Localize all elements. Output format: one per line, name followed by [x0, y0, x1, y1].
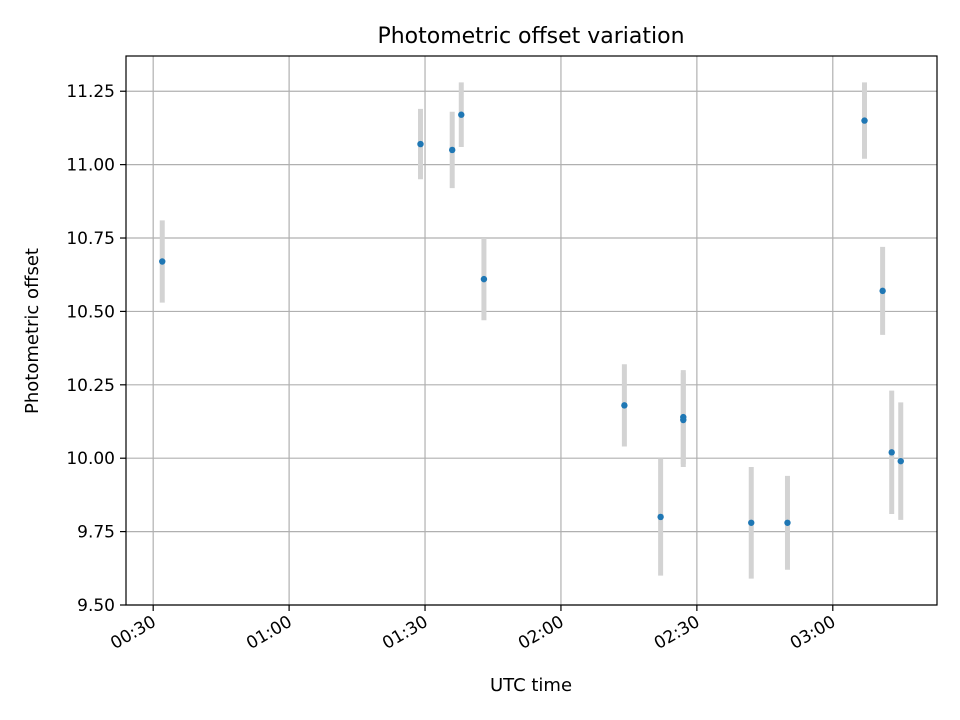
data-point: [159, 258, 166, 265]
data-points: [159, 111, 904, 526]
y-tick-label: 10.75: [66, 229, 115, 249]
data-point: [861, 117, 868, 124]
x-axis-label: UTC time: [490, 675, 572, 696]
data-point: [417, 140, 424, 148]
data-point: [748, 519, 755, 526]
data-point: [621, 402, 628, 409]
y-tick-label: 10.50: [66, 302, 115, 322]
y-tick-label: 9.75: [77, 523, 115, 543]
data-point: [480, 275, 488, 283]
y-tick-label: 11.25: [66, 82, 115, 102]
y-tick-label: 11.00: [66, 156, 115, 176]
data-point: [458, 111, 465, 118]
data-point: [897, 457, 904, 465]
data-point: [879, 287, 886, 295]
data-point: [680, 413, 687, 421]
data-point: [784, 519, 791, 526]
grid: [126, 56, 937, 606]
data-point: [888, 449, 895, 456]
plot-frame: [125, 55, 938, 606]
y-axis-ticks: 9.50 9.75 10.00 10.25 10.50 10.75 11.00 11.25: [66, 82, 126, 616]
y-tick-label: 10.00: [66, 449, 115, 469]
y-tick-label: 10.25: [66, 376, 115, 396]
y-tick-label: 9.50: [77, 596, 115, 616]
y-axis-label: Photometric offset: [22, 248, 43, 414]
chart-title: Photometric offset variation: [377, 24, 684, 49]
data-point: [449, 146, 456, 154]
data-point: [657, 513, 664, 521]
